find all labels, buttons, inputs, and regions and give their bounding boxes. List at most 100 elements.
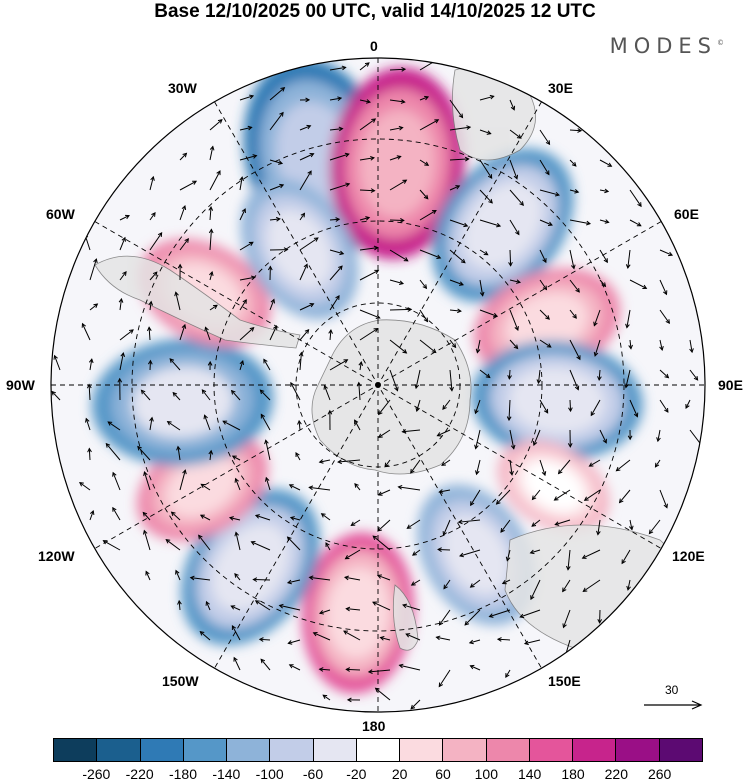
wind-vector <box>569 189 579 193</box>
wind-vector-head <box>466 125 472 130</box>
wind-vector-head <box>371 118 377 123</box>
wind-vector <box>200 483 211 491</box>
wind-vector-head <box>402 349 408 354</box>
wind-vector <box>474 399 481 414</box>
lon-label-30e: 30E <box>548 80 573 96</box>
wind-vector <box>554 489 571 501</box>
wind-vector <box>175 570 181 581</box>
wind-vector <box>506 549 511 561</box>
colorbar-tick-label: 60 <box>435 766 451 782</box>
wind-vector-head <box>318 459 324 464</box>
colorbar-swatch <box>183 739 228 761</box>
wind-vector-head <box>557 469 563 475</box>
wind-vector-head <box>295 452 300 457</box>
wind-vector-head <box>184 238 189 243</box>
wind-vector <box>625 369 631 388</box>
wind-vector <box>169 358 181 371</box>
wind-vector-head <box>542 258 547 264</box>
south-pole-marker <box>375 382 381 388</box>
wind-vector <box>659 309 670 324</box>
colorbar-tick-label: -140 <box>212 766 241 782</box>
wind-vector-head <box>209 270 214 276</box>
wind-vector-head <box>532 441 538 447</box>
wind-vector <box>629 339 632 349</box>
wind-vector <box>449 99 463 118</box>
wind-vector <box>372 535 391 551</box>
colorbar-tick-label: -60 <box>302 766 324 782</box>
wind-vector-head <box>689 348 694 354</box>
colorbar-tick-label: 220 <box>604 766 629 782</box>
wind-vector <box>107 421 121 431</box>
wind-vector <box>263 359 271 371</box>
wind-vector-head <box>487 174 493 180</box>
wind-vector-head <box>305 97 311 103</box>
wind-vector-head <box>596 530 601 536</box>
wind-vector <box>449 249 466 264</box>
wind-vector <box>269 299 275 311</box>
wind-vector-head <box>436 432 442 437</box>
wind-vector <box>416 399 421 412</box>
wind-vector <box>260 389 271 401</box>
wind-vector <box>531 519 541 527</box>
wind-vector-head <box>457 308 462 314</box>
wind-vector-head <box>633 412 639 418</box>
wind-vector-head <box>642 284 648 289</box>
wind-vector-head <box>576 355 581 361</box>
wind-vector <box>209 450 212 461</box>
wind-vector <box>119 237 126 251</box>
wind-vector <box>205 327 211 341</box>
wind-vector-head <box>514 325 519 331</box>
wind-vector-head <box>304 328 310 334</box>
wind-vector-head <box>541 471 547 477</box>
wind-vector-head <box>300 212 306 218</box>
wind-vector-head <box>400 99 406 104</box>
wind-vector <box>329 128 343 131</box>
wind-vector-head <box>254 514 260 519</box>
wind-vector <box>269 218 280 221</box>
wind-vector <box>509 219 520 235</box>
anomaly-blob <box>522 460 586 513</box>
wind-vector <box>475 429 481 449</box>
wind-vector <box>389 369 398 391</box>
wind-vector <box>509 279 521 283</box>
wind-vector-head <box>575 287 580 293</box>
wind-vector-head <box>398 125 404 131</box>
wind-vector <box>569 129 582 132</box>
wind-vector-head <box>204 326 209 332</box>
wind-vector-head <box>234 572 239 578</box>
wind-vector <box>407 519 421 529</box>
wind-vector-head <box>182 469 187 475</box>
wind-vector-head <box>403 257 409 262</box>
wind-vector-head <box>216 170 221 176</box>
wind-vector <box>509 459 513 475</box>
wind-vector-head <box>554 521 560 526</box>
wind-vector-head <box>278 160 284 165</box>
wind-vector-head <box>636 222 642 227</box>
wind-vector-head <box>523 640 529 646</box>
wind-vector <box>119 298 122 311</box>
wind-vector-head <box>166 421 172 426</box>
wind-vector-head <box>398 663 404 669</box>
wind-vector <box>389 279 404 285</box>
wind-vector-head <box>464 156 470 162</box>
colorbar-swatch <box>529 739 574 761</box>
wind-vector <box>389 68 406 71</box>
wind-vector-head <box>142 529 148 535</box>
lon-label-120w: 120W <box>38 548 75 564</box>
wind-vector <box>599 279 606 287</box>
wind-vector <box>419 309 428 322</box>
wind-vector-head <box>479 291 485 297</box>
wind-vector <box>389 308 412 311</box>
wind-vector <box>449 309 461 312</box>
wind-vector-head <box>230 605 236 610</box>
wind-vector <box>470 579 481 588</box>
wind-vector-head <box>248 241 254 247</box>
wind-vector <box>405 633 421 641</box>
wind-vector-head <box>337 96 343 101</box>
wind-vector-head <box>628 344 633 350</box>
wind-vector-head <box>81 322 86 328</box>
wind-vector <box>419 189 429 200</box>
wind-vector-head <box>469 583 475 588</box>
wind-vector-head <box>593 351 599 357</box>
colorbar-swatch <box>486 739 530 761</box>
